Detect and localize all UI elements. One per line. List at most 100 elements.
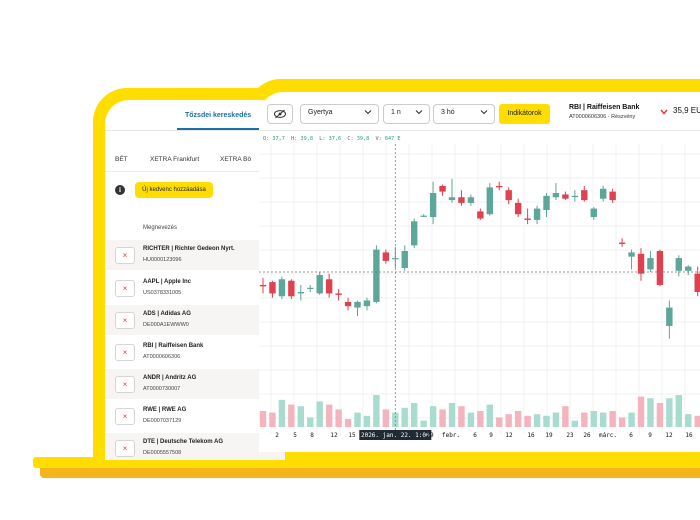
instrument-isin: AT0000606306 <box>143 354 181 360</box>
instrument-isin: DE0005557508 <box>143 450 182 456</box>
volume-bar <box>448 403 456 427</box>
list-item[interactable]: × DTE | Deutsche Telekom AG DE0005557508 <box>105 433 285 460</box>
x-axis-tick-label: 9 <box>489 432 493 439</box>
x-axis-tick-label: 2 <box>275 432 279 439</box>
instrument-name: ANDR | Andritz AG <box>143 375 197 381</box>
list-item[interactable]: × RWE | RWE AG DE0007037129 <box>105 401 285 431</box>
ohlc-readout: O: 37,7 H: 39,8 L: 37,6 C: 39,8 V: 647 E <box>263 136 401 142</box>
remove-favourite-button[interactable]: × <box>115 440 135 457</box>
volume-bar <box>685 414 692 427</box>
volume-bar <box>316 401 323 427</box>
volume-bar <box>467 412 475 427</box>
instrument-name: RBI | Raiffeisen Bank <box>143 343 204 349</box>
remove-favourite-button[interactable]: × <box>115 376 135 393</box>
volume-bar <box>420 420 427 427</box>
device-base-shadow <box>40 468 700 478</box>
candle-body <box>307 287 314 289</box>
volume-bar <box>401 407 408 427</box>
exchange-tab-xetra-frankfurt[interactable]: XETRA Frankfurt <box>150 156 200 163</box>
indicators-button[interactable]: Indikátorok <box>499 104 550 124</box>
candle-body <box>533 208 541 220</box>
list-item[interactable]: × AAPL | Apple Inc US0378331005 <box>105 273 285 303</box>
list-item[interactable]: × RICHTER | Richter Gedeon Nyrt. HU00001… <box>105 240 285 270</box>
chevron-down-icon <box>415 110 423 115</box>
remove-favourite-button[interactable]: × <box>115 280 135 297</box>
volume-bar <box>694 415 700 427</box>
remove-favourite-button[interactable]: × <box>115 344 135 361</box>
candle-body <box>354 301 361 308</box>
x-axis-tick-label: 16 <box>685 432 693 439</box>
instrument-isin: AT0000730007 <box>143 386 181 392</box>
volume-bar <box>344 419 352 427</box>
candle-body <box>600 188 607 199</box>
instrument-isin: US0378331005 <box>143 290 182 296</box>
range-select[interactable]: 3 hó <box>433 104 495 124</box>
x-axis-tick-label: 12 <box>330 432 338 439</box>
volume-bar <box>307 417 314 427</box>
volume-bar <box>533 414 541 427</box>
candle-body <box>288 280 295 297</box>
remove-favourite-button[interactable]: × <box>115 247 135 264</box>
candle-body <box>514 202 522 215</box>
candle-body <box>647 258 654 270</box>
ohlc-low-value: 37,6 <box>328 136 342 142</box>
candle-body <box>316 275 323 294</box>
x-axis-tick-label: 19 <box>545 432 553 439</box>
x-axis-tick-label: 9 <box>648 432 652 439</box>
candle-body <box>618 242 626 244</box>
candle-body <box>259 284 267 287</box>
list-item[interactable]: × RBI | Raiffeisen Bank AT0000606306 <box>105 337 285 367</box>
volume-bar <box>486 404 493 427</box>
candle-body <box>656 251 664 285</box>
add-favourite-button[interactable]: Új kedvenc hozzáadása <box>135 182 213 198</box>
tab-divider <box>105 130 285 131</box>
volume-bar <box>505 414 512 427</box>
ohlc-open-label: O: <box>263 136 270 142</box>
volume-bar <box>637 396 645 427</box>
chevron-down-icon <box>480 110 488 115</box>
candle-body <box>448 197 456 201</box>
exchange-divider <box>105 171 285 172</box>
list-item[interactable]: × ADS | Adidas AG DE000A1EWWW0 <box>105 305 285 335</box>
candle-body <box>675 258 682 271</box>
remove-favourite-button[interactable]: × <box>115 312 135 329</box>
column-header-name: Megnevezés <box>143 225 178 231</box>
volume-bar <box>656 403 664 427</box>
exchange-tab-bet[interactable]: BÉT <box>115 156 128 163</box>
volume-bar <box>411 403 418 427</box>
info-icon[interactable]: i <box>115 185 125 195</box>
ohlc-close-value: 39,8 <box>356 136 370 142</box>
volume-bar <box>609 411 616 427</box>
volume-bar <box>429 406 437 427</box>
x-axis-tick-label: márc. <box>599 432 617 439</box>
instrument-isin: DE0007037129 <box>143 418 182 424</box>
ohlc-high-value: 39,8 <box>300 136 314 142</box>
volume-bar <box>297 406 304 427</box>
remove-favourite-button[interactable]: × <box>115 408 135 425</box>
candle-body <box>562 194 569 199</box>
instrument-subtitle: AT0000606306 - Részvény <box>569 114 636 120</box>
volume-bar <box>524 415 531 427</box>
volume-bar <box>666 398 673 427</box>
volume-bar <box>562 406 569 427</box>
x-axis-tick-label: 12 <box>505 432 513 439</box>
list-item[interactable]: × ANDR | Andritz AG AT0000730007 <box>105 369 285 399</box>
tab-stock-trading[interactable]: Tőzsdei kereskedés <box>185 112 252 119</box>
volume-bar <box>581 412 588 427</box>
ohlc-volume-label: V: <box>375 136 382 142</box>
exchange-tab-xetra-bo[interactable]: XETRA Bö <box>220 156 252 163</box>
volume-bar <box>618 417 626 427</box>
tablet-screen: Gyertya 1 n 3 hó Indikátorok RBI | Raiff… <box>259 92 700 452</box>
chart-type-select[interactable]: Gyertya <box>300 104 379 124</box>
toolbar-divider <box>259 130 700 131</box>
candle-body <box>439 185 446 192</box>
eye-off-icon[interactable] <box>267 104 293 124</box>
x-axis-tick-label: 16 <box>527 432 535 439</box>
candle-body <box>467 197 475 203</box>
candle-body <box>552 193 560 198</box>
device-base <box>33 457 700 468</box>
volume-bar <box>590 411 597 427</box>
ohlc-open-value: 37,7 <box>272 136 285 142</box>
interval-select[interactable]: 1 n <box>383 104 430 124</box>
